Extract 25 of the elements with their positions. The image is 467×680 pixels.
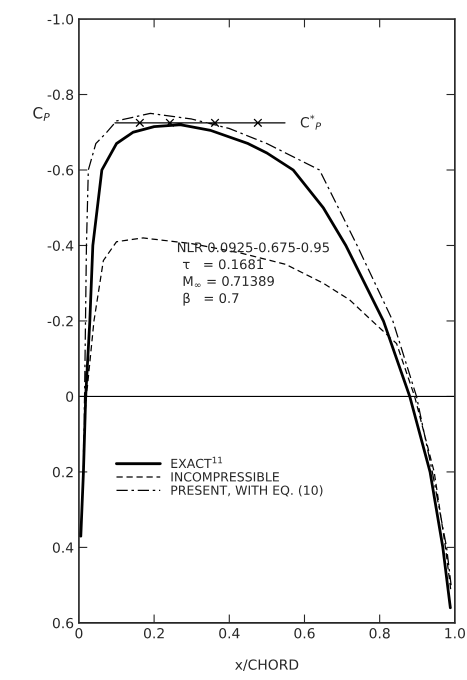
x-tick-label: 0 (75, 628, 82, 638)
x-tick-label: 0.2 (144, 628, 164, 638)
annotation: τ = 0.1681 (182, 259, 264, 270)
annotation: M$_{∞}$ = 0.71389 (184, 276, 274, 287)
y-tick-label: -0.4 (48, 240, 74, 251)
y-axis-title: C$_{P}$ (33, 107, 50, 121)
y-tick-label: 0.6 (52, 618, 74, 628)
annotation: C$^{*}$$_{P}$ (300, 114, 322, 130)
y-tick-label: 0 (66, 391, 74, 402)
y-tick-label: 0.2 (52, 466, 73, 478)
legend-label: PRESENT, WITH EQ. (10) (171, 485, 322, 496)
x-tick-label: 0.8 (370, 628, 390, 638)
y-tick-label: -1.0 (48, 14, 74, 25)
y-tick-label: -0.2 (48, 316, 73, 326)
y-tick-label: 0.4 (52, 542, 74, 553)
legend-label: INCOMPRESSIBLE (171, 472, 279, 482)
x-tick-label: 0.4 (219, 628, 240, 638)
y-tick-label: -0.8 (48, 89, 74, 100)
legend-label: EXACT$^{11}$ (171, 456, 222, 468)
annotation: β = 0.7 (184, 292, 238, 306)
x-axis-title: x/CHORD (235, 659, 298, 671)
x-tick-label: 1.0 (445, 628, 465, 638)
y-tick-label: -0.6 (48, 164, 74, 176)
x-tick-label: 0.6 (294, 628, 315, 638)
annotation: NLR 0.0925-0.675-0.95 (178, 242, 329, 252)
